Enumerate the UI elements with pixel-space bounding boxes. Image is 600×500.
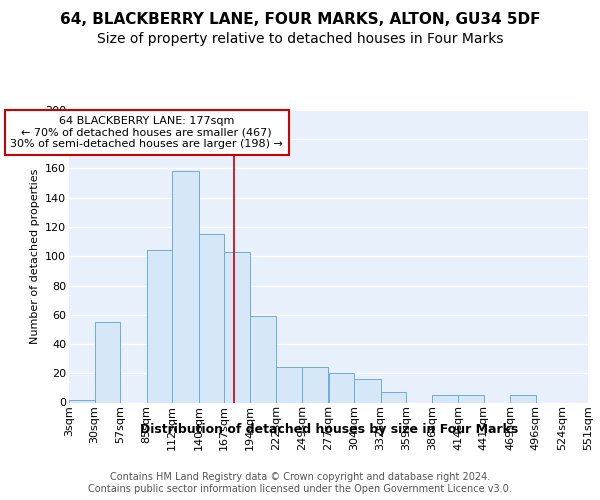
- Text: 64, BLACKBERRY LANE, FOUR MARKS, ALTON, GU34 5DF: 64, BLACKBERRY LANE, FOUR MARKS, ALTON, …: [60, 12, 540, 28]
- Bar: [329, 373, 354, 402]
- Y-axis label: Number of detached properties: Number of detached properties: [29, 168, 40, 344]
- Bar: [199, 234, 224, 402]
- Bar: [302, 368, 329, 402]
- Bar: [380, 392, 406, 402]
- Text: Contains HM Land Registry data © Crown copyright and database right 2024.
Contai: Contains HM Land Registry data © Crown c…: [88, 472, 512, 494]
- Text: Distribution of detached houses by size in Four Marks: Distribution of detached houses by size …: [140, 422, 518, 436]
- Bar: [458, 395, 484, 402]
- Bar: [95, 322, 120, 402]
- Bar: [354, 379, 380, 402]
- Text: Size of property relative to detached houses in Four Marks: Size of property relative to detached ho…: [97, 32, 503, 46]
- Bar: [511, 395, 536, 402]
- Bar: [172, 172, 199, 402]
- Bar: [432, 395, 458, 402]
- Bar: [146, 250, 172, 402]
- Bar: [224, 252, 250, 402]
- Bar: [250, 316, 277, 402]
- Bar: [277, 368, 302, 402]
- Text: 64 BLACKBERRY LANE: 177sqm
← 70% of detached houses are smaller (467)
30% of sem: 64 BLACKBERRY LANE: 177sqm ← 70% of deta…: [10, 116, 283, 149]
- Bar: [69, 400, 95, 402]
